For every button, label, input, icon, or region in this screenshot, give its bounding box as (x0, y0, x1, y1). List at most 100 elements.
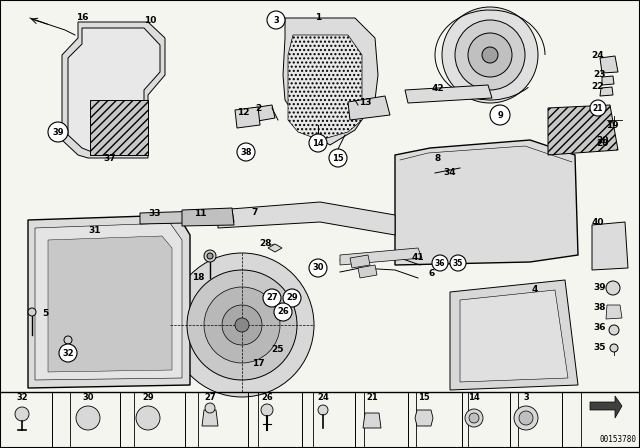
Text: 22: 22 (592, 82, 604, 90)
Text: 19: 19 (605, 121, 618, 129)
Polygon shape (202, 410, 218, 426)
Polygon shape (350, 255, 370, 268)
Polygon shape (48, 236, 172, 372)
Polygon shape (548, 105, 618, 155)
Circle shape (329, 149, 347, 167)
Circle shape (261, 404, 273, 416)
Text: 39: 39 (52, 128, 64, 137)
Text: 36: 36 (594, 323, 606, 332)
Polygon shape (358, 265, 377, 278)
Polygon shape (450, 280, 578, 390)
Text: 38: 38 (240, 147, 252, 156)
Polygon shape (405, 85, 492, 103)
Text: 21: 21 (366, 393, 378, 402)
Text: 28: 28 (259, 238, 271, 247)
Text: 15: 15 (418, 393, 430, 402)
Text: 29: 29 (286, 293, 298, 302)
Circle shape (482, 47, 498, 63)
Circle shape (283, 289, 301, 307)
Polygon shape (592, 222, 628, 270)
Text: 24: 24 (317, 393, 329, 402)
Circle shape (205, 403, 215, 413)
Text: 30: 30 (83, 393, 93, 402)
Text: 6: 6 (429, 268, 435, 277)
Circle shape (204, 287, 280, 363)
Polygon shape (283, 18, 378, 145)
Polygon shape (252, 105, 275, 122)
Text: 20: 20 (596, 138, 608, 147)
Polygon shape (268, 244, 282, 252)
Circle shape (455, 20, 525, 90)
Text: 1: 1 (315, 13, 321, 22)
Text: 38: 38 (594, 302, 606, 311)
Circle shape (610, 344, 618, 352)
Polygon shape (68, 28, 160, 152)
Circle shape (136, 406, 160, 430)
Text: 2: 2 (255, 103, 261, 112)
Circle shape (237, 143, 255, 161)
Circle shape (235, 318, 249, 332)
Circle shape (48, 122, 68, 142)
Circle shape (309, 259, 327, 277)
Circle shape (514, 406, 538, 430)
Circle shape (204, 250, 216, 262)
Text: 23: 23 (594, 69, 606, 78)
Circle shape (442, 7, 538, 103)
Circle shape (170, 253, 314, 397)
Circle shape (590, 100, 606, 116)
Circle shape (432, 255, 448, 271)
Circle shape (450, 255, 466, 271)
Text: 25: 25 (272, 345, 284, 354)
Circle shape (59, 344, 77, 362)
Text: 3: 3 (273, 16, 279, 25)
Polygon shape (600, 56, 618, 73)
Text: 41: 41 (412, 254, 424, 263)
Circle shape (609, 325, 619, 335)
Polygon shape (235, 107, 260, 128)
Polygon shape (602, 76, 614, 85)
Polygon shape (35, 223, 182, 380)
Polygon shape (28, 215, 190, 388)
Circle shape (15, 407, 29, 421)
Text: 21: 21 (593, 103, 604, 112)
Circle shape (468, 33, 512, 77)
Polygon shape (90, 100, 148, 155)
Polygon shape (348, 96, 390, 120)
Polygon shape (340, 248, 422, 265)
Text: 15: 15 (332, 154, 344, 163)
Text: 14: 14 (312, 138, 324, 147)
Circle shape (519, 411, 533, 425)
Circle shape (28, 308, 36, 316)
Text: 17: 17 (252, 358, 264, 367)
Text: 11: 11 (194, 208, 206, 217)
Circle shape (64, 336, 72, 344)
Circle shape (318, 405, 328, 415)
Circle shape (465, 409, 483, 427)
Text: 13: 13 (359, 98, 371, 107)
Text: 30: 30 (312, 263, 324, 272)
Text: 24: 24 (592, 51, 604, 60)
Text: 26: 26 (261, 393, 273, 402)
Text: 29: 29 (142, 393, 154, 402)
Text: 12: 12 (237, 108, 249, 116)
Text: 36: 36 (435, 258, 445, 267)
Polygon shape (288, 35, 362, 140)
Circle shape (309, 134, 327, 152)
Circle shape (207, 253, 213, 259)
Text: 35: 35 (453, 258, 463, 267)
Text: 32: 32 (62, 349, 74, 358)
Circle shape (222, 305, 262, 345)
Polygon shape (62, 22, 165, 158)
Polygon shape (590, 396, 622, 418)
Text: 32: 32 (16, 393, 28, 402)
Circle shape (490, 105, 510, 125)
Text: 34: 34 (444, 168, 456, 177)
Text: 14: 14 (468, 393, 480, 402)
Polygon shape (600, 87, 613, 96)
Text: 10: 10 (144, 16, 156, 25)
Text: 4: 4 (532, 285, 538, 294)
Text: 26: 26 (277, 307, 289, 316)
Text: 27: 27 (204, 393, 216, 402)
Text: 35: 35 (594, 344, 606, 353)
Polygon shape (140, 210, 234, 224)
